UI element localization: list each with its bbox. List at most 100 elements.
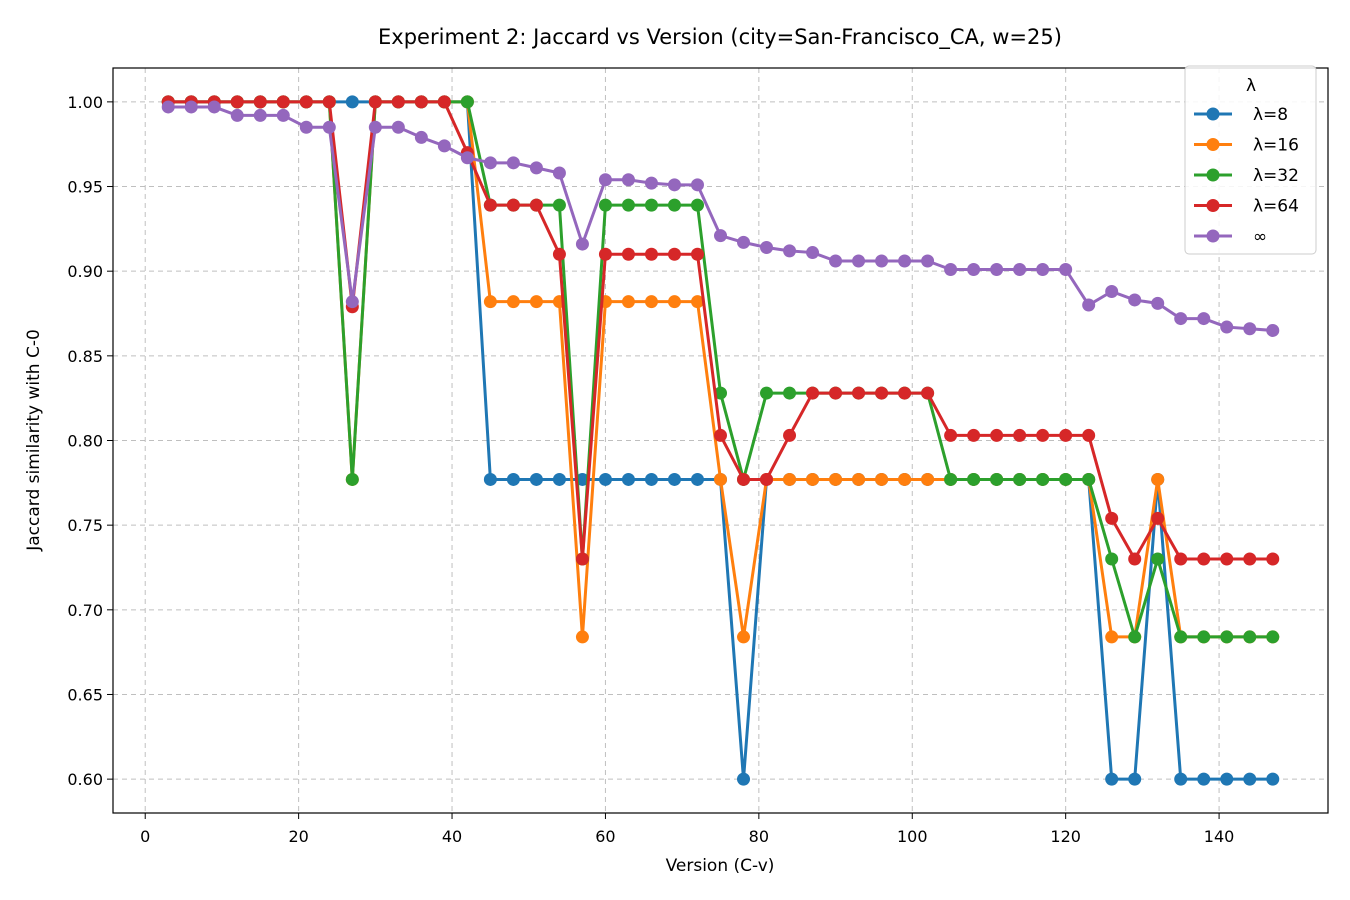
data-point	[207, 100, 221, 114]
legend-label: λ=32	[1253, 166, 1299, 186]
data-point	[230, 108, 244, 122]
data-point	[806, 246, 820, 260]
data-point	[921, 386, 935, 400]
data-point	[598, 198, 612, 212]
data-point	[760, 240, 774, 254]
data-point	[667, 178, 681, 192]
data-point	[1174, 552, 1188, 566]
data-point	[230, 95, 244, 109]
y-tick-label: 0.65	[67, 685, 103, 704]
data-point	[506, 198, 520, 212]
data-point	[737, 235, 751, 249]
data-point	[575, 472, 589, 486]
data-point	[690, 247, 704, 261]
data-point	[1105, 772, 1119, 786]
data-point	[1220, 630, 1234, 644]
data-point	[322, 95, 336, 109]
legend-item: λ=64	[1194, 197, 1299, 217]
data-point	[621, 247, 635, 261]
data-point	[368, 95, 382, 109]
data-point	[829, 472, 843, 486]
data-point	[1105, 511, 1119, 525]
data-point	[253, 95, 267, 109]
data-point	[644, 176, 658, 190]
data-point	[1128, 552, 1142, 566]
data-point	[644, 472, 658, 486]
y-tick-label: 0.70	[67, 601, 103, 620]
data-point	[829, 254, 843, 268]
data-point	[944, 428, 958, 442]
data-point	[1220, 320, 1234, 334]
data-point	[184, 100, 198, 114]
data-point	[506, 472, 520, 486]
data-point	[299, 120, 313, 134]
data-point	[783, 244, 797, 258]
data-point	[1059, 262, 1073, 276]
data-point	[1197, 312, 1211, 326]
data-point	[737, 772, 751, 786]
data-point	[414, 130, 428, 144]
legend-swatch-marker	[1206, 168, 1220, 182]
data-point	[345, 295, 359, 309]
y-tick-label: 1.00	[67, 93, 103, 112]
x-tick-label: 40	[442, 827, 462, 846]
data-point	[1266, 323, 1280, 337]
data-point	[1013, 472, 1027, 486]
y-axis-label: Jaccard similarity with C-0	[24, 329, 44, 552]
data-point	[529, 295, 543, 309]
data-point	[322, 120, 336, 134]
data-point	[1082, 428, 1096, 442]
data-point	[345, 472, 359, 486]
data-point	[483, 198, 497, 212]
data-point	[1151, 296, 1165, 310]
data-point	[1220, 552, 1234, 566]
legend-label: λ=16	[1253, 136, 1299, 156]
data-point	[621, 472, 635, 486]
data-point	[737, 630, 751, 644]
data-point	[1266, 772, 1280, 786]
data-point	[1128, 630, 1142, 644]
data-point	[944, 472, 958, 486]
data-point	[990, 472, 1004, 486]
legend-title: λ	[1246, 76, 1256, 96]
data-point	[1059, 472, 1073, 486]
legend-label: ∞	[1253, 227, 1267, 247]
data-point	[161, 100, 175, 114]
y-tick-label: 0.60	[67, 770, 103, 789]
data-point	[575, 237, 589, 251]
data-point	[1082, 298, 1096, 312]
x-axis-ticks: 0 20 40 60 80 100 120 140	[140, 813, 1234, 846]
data-point	[690, 178, 704, 192]
data-point	[621, 173, 635, 187]
data-point	[760, 472, 774, 486]
x-tick-label: 60	[595, 827, 615, 846]
data-point	[276, 108, 290, 122]
data-point	[483, 472, 497, 486]
data-point	[714, 229, 727, 243]
data-point	[552, 472, 566, 486]
data-point	[529, 161, 543, 175]
legend-item: λ=32	[1194, 166, 1299, 186]
data-point	[552, 198, 566, 212]
data-point	[852, 472, 866, 486]
data-point	[1105, 630, 1119, 644]
y-tick-label: 0.90	[67, 262, 103, 281]
x-tick-label: 140	[1204, 827, 1235, 846]
y-tick-label: 0.85	[67, 347, 103, 366]
data-point	[1174, 312, 1188, 326]
x-tick-label: 80	[749, 827, 769, 846]
data-point	[575, 552, 589, 566]
data-point	[898, 254, 912, 268]
series-4	[161, 100, 1280, 337]
data-point	[460, 151, 474, 165]
data-point	[967, 472, 981, 486]
data-point	[783, 386, 797, 400]
chart-title: Experiment 2: Jaccard vs Version (city=S…	[378, 25, 1062, 50]
data-point	[253, 108, 267, 122]
data-point	[967, 428, 981, 442]
plot-frame	[112, 67, 1329, 814]
data-point	[644, 295, 658, 309]
data-point	[667, 472, 681, 486]
data-point	[621, 198, 635, 212]
data-point	[552, 166, 566, 180]
